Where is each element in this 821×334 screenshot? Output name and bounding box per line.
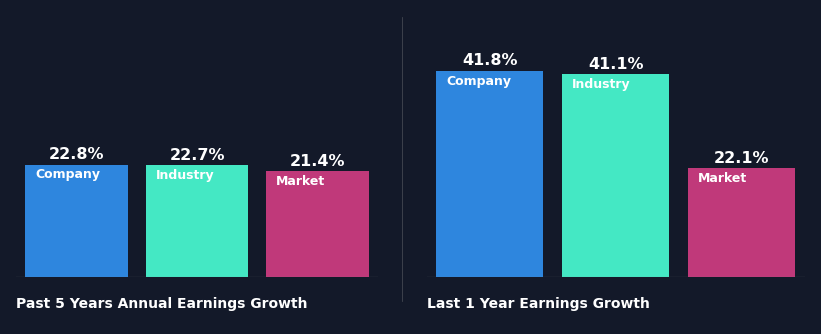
Text: Company: Company bbox=[35, 168, 100, 181]
Text: 22.8%: 22.8% bbox=[49, 147, 104, 162]
Bar bbox=[688, 168, 795, 277]
Bar bbox=[25, 165, 128, 277]
Text: Company: Company bbox=[447, 74, 511, 88]
Text: Past 5 Years Annual Earnings Growth: Past 5 Years Annual Earnings Growth bbox=[16, 297, 308, 311]
Text: Market: Market bbox=[698, 172, 747, 185]
Text: 41.8%: 41.8% bbox=[462, 53, 517, 68]
Text: Industry: Industry bbox=[155, 169, 214, 182]
Bar bbox=[146, 165, 248, 277]
Text: 22.1%: 22.1% bbox=[714, 151, 769, 166]
Text: 22.7%: 22.7% bbox=[169, 148, 225, 163]
Bar bbox=[266, 171, 369, 277]
Text: 21.4%: 21.4% bbox=[290, 154, 345, 169]
Bar bbox=[437, 70, 544, 277]
Text: Market: Market bbox=[276, 175, 325, 188]
Text: Industry: Industry bbox=[572, 78, 631, 91]
Bar bbox=[562, 74, 669, 277]
Text: Last 1 Year Earnings Growth: Last 1 Year Earnings Growth bbox=[427, 297, 649, 311]
Text: 41.1%: 41.1% bbox=[588, 56, 644, 71]
